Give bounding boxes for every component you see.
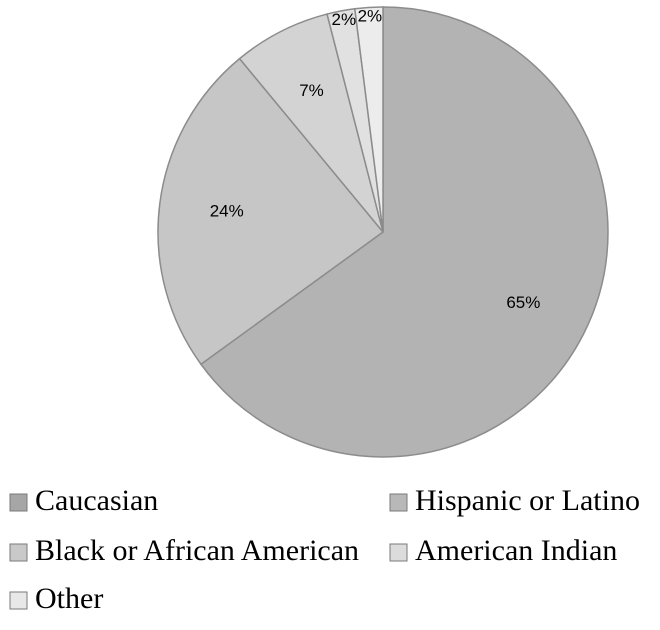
legend-swatch-american-indian — [389, 543, 408, 562]
pie-slices — [157, 6, 609, 458]
legend-item-hispanic-or-latino: Hispanic or Latino — [389, 484, 640, 517]
pie-slice-hispanic-or-latino — [157, 57, 385, 366]
slice-label-black-or-african-american: 7% — [299, 81, 324, 100]
legend-label-caucasian: Caucasian — [35, 484, 158, 517]
legend-swatch-black-or-african-american — [9, 543, 28, 562]
legend-item-caucasian: Caucasian — [9, 484, 158, 517]
slice-label-hispanic-or-latino: 24% — [210, 202, 244, 221]
legend-label-hispanic-or-latino: Hispanic or Latino — [415, 484, 640, 517]
legend-swatch-caucasian — [9, 493, 28, 512]
legend-label-black-or-african-american: Black or African American — [35, 534, 359, 567]
slice-label-other: 2% — [358, 7, 383, 26]
pie-slice-caucasian — [199, 6, 609, 458]
legend-item-black-or-african-american: Black or African American — [9, 534, 359, 567]
pie-slice-other — [353, 6, 384, 233]
legend-item-american-indian: American Indian — [389, 534, 617, 567]
legend-swatch-hispanic-or-latino — [389, 493, 408, 512]
pie-slice-labels: 65% 24% 7% 2% 2% — [210, 7, 541, 312]
legend: Caucasian Hispanic or Latino Black or Afri… — [9, 484, 640, 615]
legend-swatch-other — [9, 591, 28, 610]
legend-label-american-indian: American Indian — [415, 534, 617, 567]
slice-label-caucasian: 65% — [506, 293, 540, 312]
legend-label-other: Other — [35, 582, 103, 615]
legend-item-other: Other — [9, 582, 103, 615]
slice-label-american-indian: 2% — [332, 10, 357, 29]
